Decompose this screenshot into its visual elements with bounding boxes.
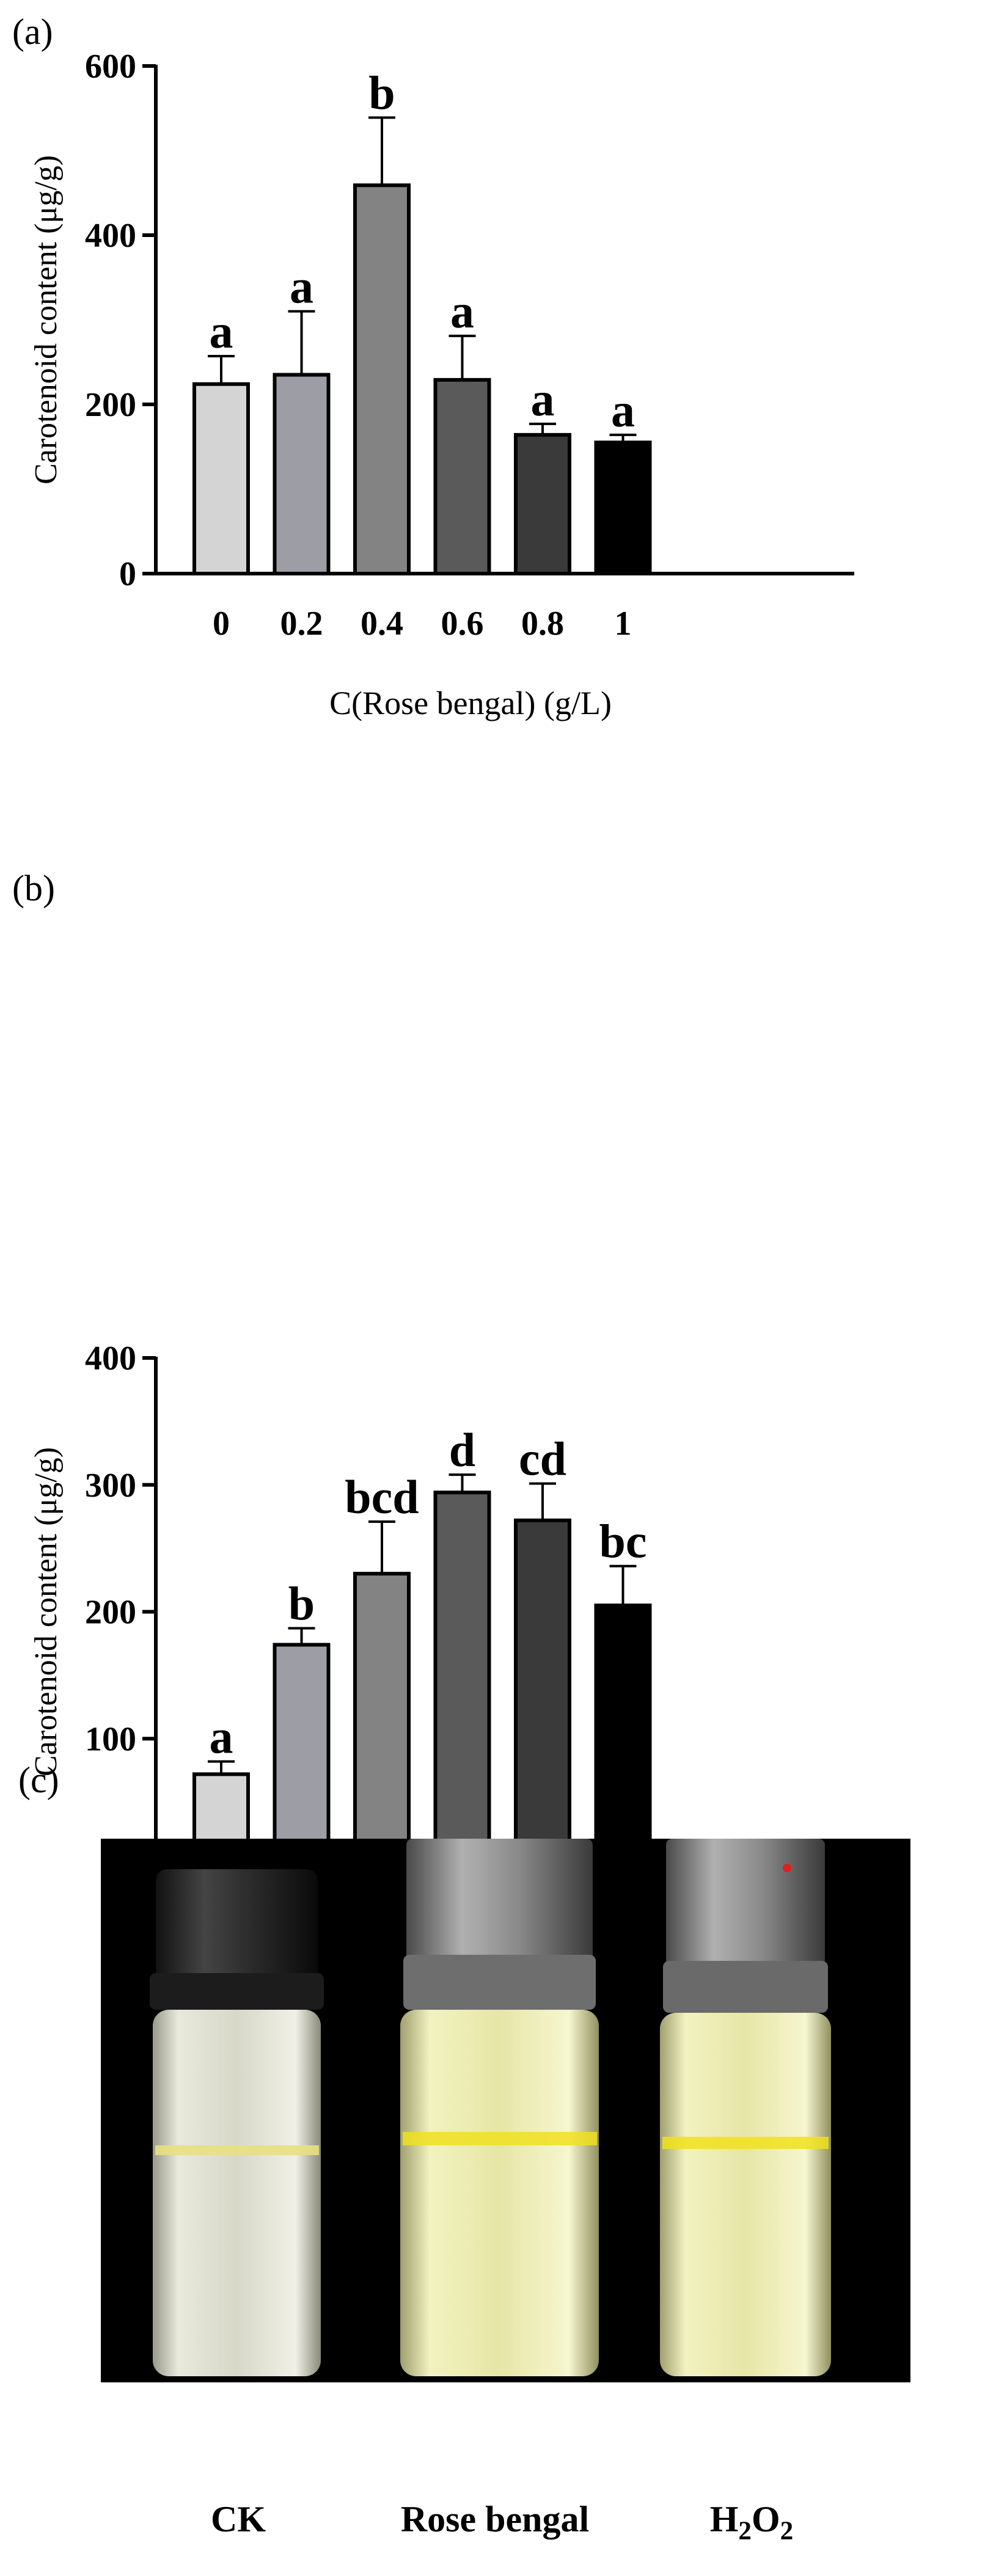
significance-label: a <box>210 1710 233 1764</box>
bar <box>594 440 652 576</box>
vials-photo <box>101 1839 910 2382</box>
bar <box>273 1643 331 1867</box>
y-tick-label: 400 <box>85 1340 136 1377</box>
bar <box>514 432 571 575</box>
vial-rose-meniscus <box>403 2132 597 2145</box>
significance-label: a <box>210 305 233 358</box>
h2o2-h: H <box>709 2499 739 2539</box>
vial-ck-meniscus <box>155 2145 319 2155</box>
significance-label: a <box>611 384 635 437</box>
significance-label: a <box>531 373 555 426</box>
panel-label-c: (c) <box>18 1760 59 1800</box>
vial-rose-body <box>400 2010 599 2376</box>
x-tick-label: 0.8 <box>521 605 564 643</box>
significance-label: a <box>450 285 474 338</box>
vial-h2o2-meniscus <box>662 2137 829 2149</box>
vial-h2o2-cap-ring <box>663 1961 828 2013</box>
x-axis-title: C(Rose bengal) (g/L) <box>329 685 612 721</box>
significance-label: bc <box>599 1515 647 1568</box>
vial-ck <box>150 1869 324 2376</box>
vial-h2o2-body <box>660 2013 831 2376</box>
h2o2-sub-1: 2 <box>738 2517 752 2545</box>
y-tick-label: 200 <box>85 386 136 424</box>
vial-ck-body <box>153 2010 321 2376</box>
photo-label-rose-bengal: Rose bengal <box>400 2499 590 2539</box>
significance-label: b <box>368 66 395 119</box>
y-axis-title: Carotenoid content (μg/g) <box>29 1447 64 1776</box>
y-tick-label: 400 <box>85 217 136 255</box>
significance-label: cd <box>519 1432 566 1486</box>
x-tick-label: 0.6 <box>441 605 484 643</box>
vial-h2o2-cap <box>666 1839 825 1967</box>
panel-label-a: (a) <box>12 12 53 52</box>
y-tick-label: 100 <box>85 1720 136 1758</box>
vial-h2o2-red-mark <box>783 1864 791 1872</box>
photo-label-h2o2: H2O2 <box>678 2498 825 2546</box>
significance-label: b <box>288 1577 315 1630</box>
x-tick-label: 0 <box>213 605 230 643</box>
significance-label: bcd <box>345 1470 419 1523</box>
vial-ck-cap <box>156 1869 318 1985</box>
vial-ck-cap-ring <box>150 1973 324 2010</box>
bar <box>353 1572 411 1868</box>
y-axis-title: Carotenoid content (μg/g) <box>29 155 64 484</box>
y-tick-label: 200 <box>85 1594 136 1632</box>
h2o2-o: O <box>752 2499 780 2539</box>
x-tick-label: 0.2 <box>280 605 323 643</box>
significance-label: a <box>290 260 313 313</box>
bar <box>433 378 491 576</box>
bar <box>192 382 250 575</box>
significance-label: d <box>449 1423 475 1476</box>
y-tick-label: 0 <box>119 555 136 593</box>
panel-label-b: (b) <box>12 868 55 908</box>
vial-rose-bengal <box>400 1839 599 2376</box>
x-tick-label: 0.4 <box>361 605 403 643</box>
photo-label-ck: CK <box>211 2499 266 2539</box>
chart-a: 0 200 400 600 Carotenoid content (μg/g) a 0 a 0.… <box>29 48 854 721</box>
y-tick-label: 600 <box>85 48 136 86</box>
chart-b: 0100200300400Carotenoid content (μg/g)a0… <box>29 1340 854 2019</box>
x-tick-label: 1 <box>615 605 632 643</box>
y-tick-label: 300 <box>85 1467 136 1505</box>
bar <box>514 1518 571 1868</box>
bar <box>273 373 331 576</box>
vial-rose-cap <box>406 1839 593 1961</box>
vial-h2o2 <box>660 1839 831 2376</box>
vial-rose-cap-ring <box>403 1955 596 2010</box>
h2o2-sub-2: 2 <box>780 2517 794 2545</box>
bar <box>353 183 411 576</box>
